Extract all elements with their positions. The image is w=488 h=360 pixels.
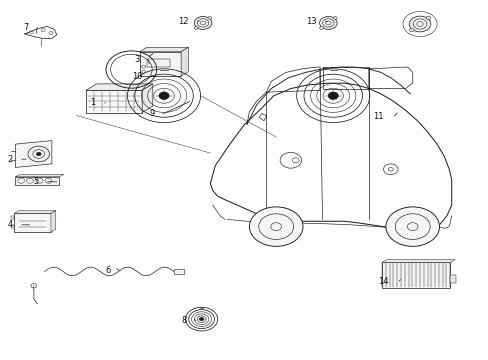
Circle shape [249,207,303,246]
Polygon shape [51,211,56,232]
Bar [449,275,455,283]
Text: 9: 9 [149,109,154,118]
Polygon shape [140,51,181,76]
Circle shape [159,92,169,99]
Polygon shape [86,84,153,90]
Text: 8: 8 [181,316,186,325]
Circle shape [333,17,336,19]
Bar [173,269,183,274]
Circle shape [408,28,413,32]
Polygon shape [86,90,142,113]
Polygon shape [140,47,188,51]
Bar [11,216,14,220]
Polygon shape [14,211,56,213]
Polygon shape [381,260,454,262]
Polygon shape [181,47,188,76]
Polygon shape [15,177,59,185]
Text: 1: 1 [90,98,96,107]
Polygon shape [14,213,51,232]
Polygon shape [15,140,52,167]
Circle shape [207,17,211,19]
Text: 7: 7 [23,23,28,32]
Circle shape [36,152,41,156]
Circle shape [385,207,439,246]
Circle shape [408,16,430,32]
Text: 6: 6 [105,266,110,275]
Bar [11,225,14,228]
Text: 3: 3 [134,55,140,64]
Bar [147,59,169,67]
Text: 14: 14 [377,276,387,285]
Bar [381,262,449,288]
Text: 12: 12 [178,17,188,26]
Circle shape [327,92,338,99]
Circle shape [319,27,323,30]
Text: 4: 4 [8,220,13,229]
Text: 13: 13 [305,17,316,26]
Text: 10: 10 [132,72,143,81]
Circle shape [194,17,211,30]
Text: 5: 5 [33,177,39,186]
Polygon shape [142,84,153,113]
Text: 2: 2 [8,155,13,164]
Circle shape [28,146,49,162]
Text: 11: 11 [372,112,383,121]
Circle shape [194,27,198,30]
Circle shape [425,16,430,19]
Polygon shape [15,174,64,177]
Circle shape [319,17,336,30]
Circle shape [199,318,203,321]
